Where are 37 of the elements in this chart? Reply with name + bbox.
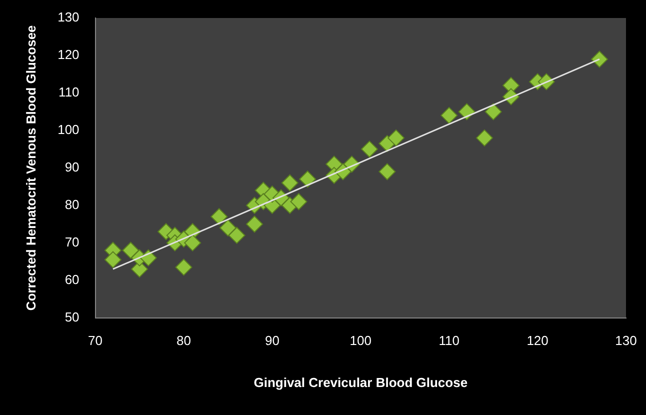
y-tick-label: 70 [64, 234, 80, 250]
y-tick-label: 80 [64, 196, 80, 212]
point [219, 219, 236, 236]
y-tick-label: 60 [64, 272, 80, 287]
y-tick-label: 130 [58, 10, 80, 25]
point [484, 103, 502, 120]
x-tick-label: 90 [264, 333, 280, 348]
x-tick-label: 120 [526, 333, 548, 348]
point [360, 140, 378, 158]
x-axis-title: Gingival Crevicular Blood Glucose [254, 374, 468, 390]
point [122, 242, 140, 259]
y-tick-label: 50 [64, 309, 80, 324]
x-tick-label: 130 [615, 333, 637, 348]
y-tick-label: 90 [64, 159, 80, 174]
point [299, 170, 316, 188]
point [290, 193, 308, 210]
point [440, 106, 458, 124]
x-tick-label: 110 [438, 333, 460, 348]
point [281, 174, 298, 192]
point [246, 216, 264, 233]
point [388, 129, 405, 146]
point [378, 163, 396, 180]
x-tick-label: 80 [176, 333, 191, 348]
point [210, 208, 228, 226]
y-tick-label: 110 [58, 84, 80, 100]
point [458, 103, 476, 120]
y-tick-label: 100 [58, 122, 80, 138]
point [104, 251, 122, 268]
point [228, 226, 246, 244]
point [590, 50, 608, 68]
x-tick-label: 100 [350, 333, 372, 348]
y-axis-title: Corrected Hematocrit Venous Blood Glucosee [23, 25, 38, 311]
y-tick-label: 120 [58, 47, 80, 62]
x-tick-label: 70 [88, 333, 103, 348]
point [184, 234, 202, 252]
point [476, 129, 493, 146]
point [175, 258, 192, 276]
